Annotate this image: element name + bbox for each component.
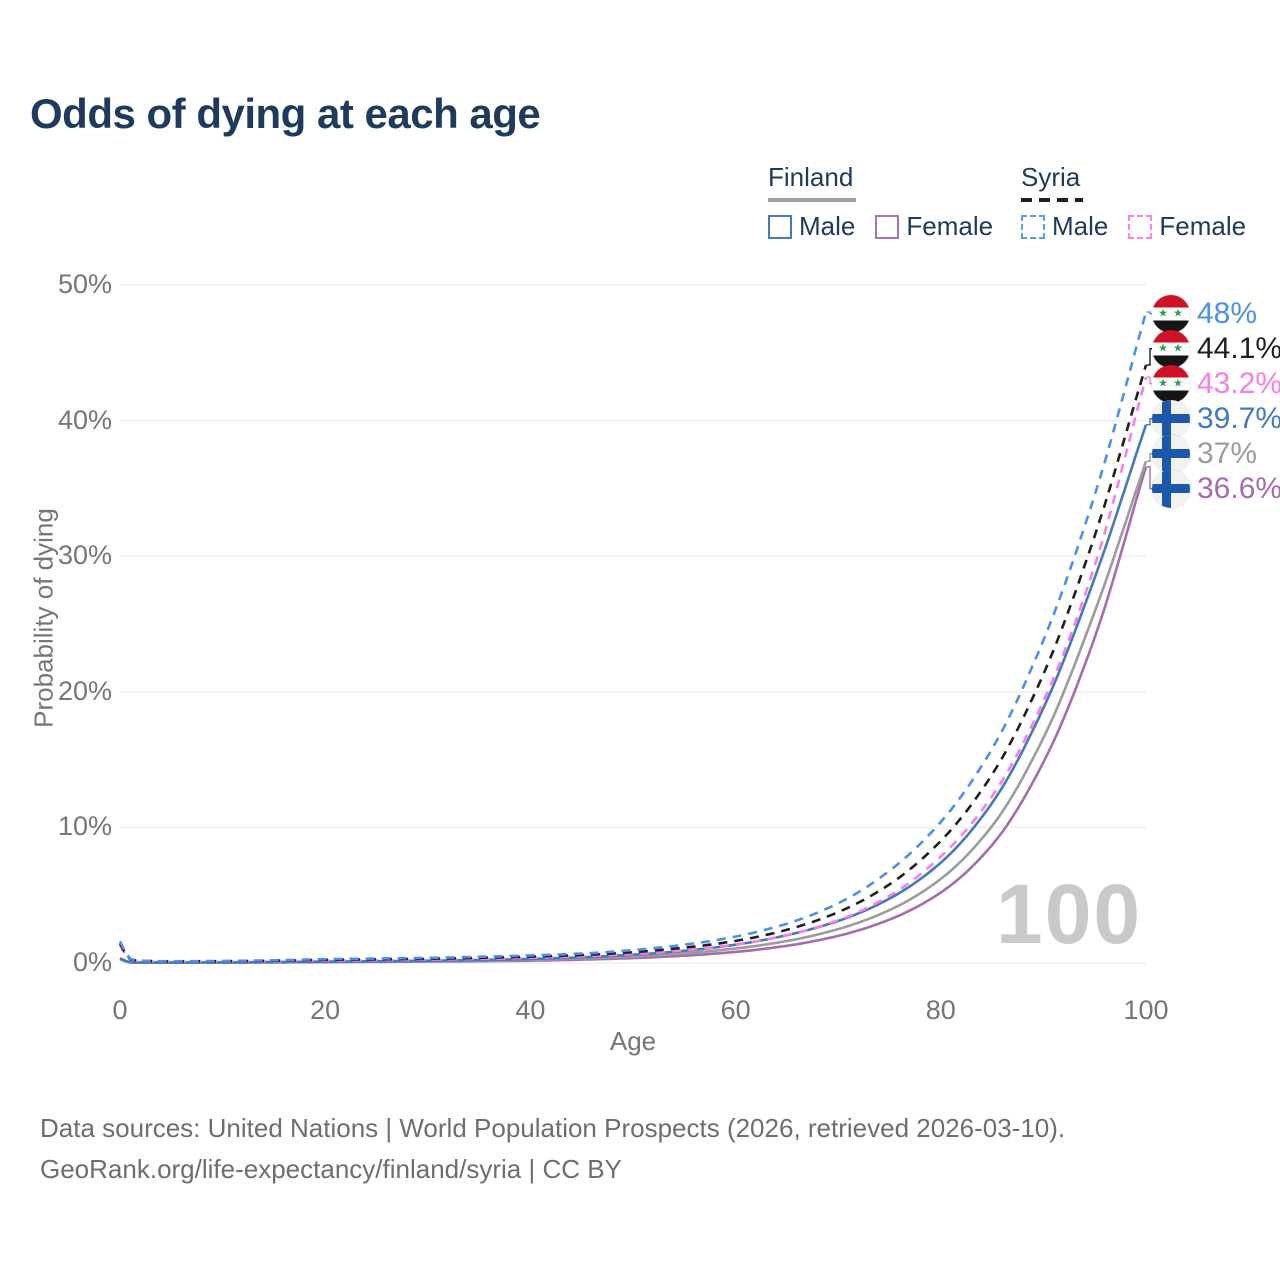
x-tick-80: 80 — [925, 995, 956, 1025]
finland-flag-icon — [1152, 434, 1190, 473]
x-tick-40: 40 — [515, 995, 546, 1025]
y-tick-40%: 40% — [57, 404, 112, 435]
end-label-value-finland-male: 39.7% — [1197, 401, 1280, 435]
legend-group-finland: Finland Male Female — [768, 162, 993, 242]
syria-flag-icon: ★ ★ — [1152, 294, 1190, 333]
end-label-value-syria-male: 48% — [1197, 296, 1258, 330]
end-label-value-syria-female: 43.2% — [1197, 366, 1280, 400]
legend-group-title: Finland — [768, 162, 854, 192]
x-tick-60: 60 — [720, 995, 751, 1025]
x-axis-title: Age — [609, 1026, 657, 1056]
legend-item-finland-female[interactable]: Female — [875, 211, 993, 242]
end-label-row-syria-female: ★ ★ 43.2% — [1152, 364, 1280, 403]
legend-item-label: Male — [799, 211, 856, 241]
leader-line-finland-both-sexes — [1146, 453, 1153, 462]
leader-line-finland-male — [1146, 418, 1153, 426]
series-line-syria-male — [118, 311, 1148, 963]
syria-stars-icon: ★ ★ — [1158, 306, 1184, 319]
end-label-value-syria-both-sexes: 44.1% — [1197, 331, 1280, 365]
y-tick-30%: 30% — [57, 540, 112, 571]
page-title: Odds of dying at each age — [30, 90, 541, 137]
legend-solid-line-sample — [768, 198, 856, 202]
legend-items: Male Female — [1021, 211, 1246, 242]
end-label-row-finland-male: 39.7% — [1152, 399, 1280, 438]
finland-cross-icon — [1162, 434, 1171, 473]
y-tick-0%: 0% — [72, 947, 112, 977]
legend-item-label: Female — [1159, 211, 1247, 241]
syria-flag-icon: ★ ★ — [1152, 364, 1190, 403]
footer-sources: Data sources: United Nations | World Pop… — [40, 1113, 1066, 1143]
x-tick-20: 20 — [310, 995, 341, 1025]
legend-item-label: Male — [1052, 211, 1109, 241]
legend-swatch-icon — [768, 214, 792, 239]
end-label-value-finland-both-sexes: 37% — [1197, 436, 1258, 470]
legend-dashed-line-sample — [1021, 198, 1083, 202]
y-tick-10%: 10% — [57, 811, 112, 842]
finland-flag-icon — [1152, 469, 1190, 508]
legend-item-label: Female — [906, 211, 994, 241]
finland-cross-icon — [1152, 484, 1190, 494]
legend-group-title: Syria — [1021, 162, 1081, 192]
end-label-row-finland-both-sexes: 37% — [1152, 434, 1258, 473]
y-tick-50%: 50% — [57, 269, 112, 299]
end-label-value-finland-female: 36.6% — [1197, 471, 1280, 505]
syria-flag-icon: ★ ★ — [1152, 329, 1190, 368]
leader-line-syria-male — [1146, 311, 1153, 315]
finland-cross-icon — [1152, 414, 1190, 424]
finland-cross-icon — [1162, 399, 1171, 438]
syria-stars-icon: ★ ★ — [1158, 376, 1184, 389]
x-tick-0: 0 — [112, 995, 128, 1025]
y-tick-20%: 20% — [57, 675, 112, 706]
legend-swatch-icon — [875, 214, 900, 239]
leader-line-syria-female — [1146, 376, 1153, 385]
leader-line-syria-both-sexes — [1146, 348, 1153, 366]
end-label-row-syria-male: ★ ★ 48% — [1152, 294, 1258, 333]
legend-swatch-icon — [1128, 214, 1153, 239]
series-line-finland-both-sexes — [119, 460, 1148, 964]
legend-item-syria-female[interactable]: Female — [1128, 211, 1246, 242]
finland-cross-icon — [1152, 449, 1190, 459]
syria-stars-icon: ★ ★ — [1158, 341, 1184, 354]
age-watermark: 100 — [996, 867, 1143, 961]
series-line-finland-female — [119, 466, 1148, 964]
finland-flag-icon — [1152, 399, 1190, 438]
legend-items: Male Female — [768, 211, 993, 242]
series-line-syria-both-sexes — [118, 364, 1148, 963]
legend-item-finland-male[interactable]: Male — [768, 211, 855, 242]
series-line-finland-male — [119, 424, 1148, 964]
series-line-syria-female — [118, 376, 1148, 963]
footer: Data sources: United Nations | World Pop… — [40, 1108, 1065, 1190]
end-label-row-syria-both-sexes: ★ ★ 44.1% — [1152, 329, 1280, 368]
legend-swatch-icon — [1021, 214, 1045, 239]
end-label-row-finland-female: 36.6% — [1152, 469, 1280, 508]
leader-line-finland-female — [1146, 466, 1153, 490]
legend-item-syria-male[interactable]: Male — [1021, 211, 1108, 242]
x-tick-100: 100 — [1123, 995, 1169, 1025]
footer-attribution: GeoRank.org/life-expectancy/finland/syri… — [40, 1154, 622, 1184]
legend-group-syria: Syria Male Female — [1021, 162, 1246, 242]
finland-cross-icon — [1162, 469, 1171, 508]
